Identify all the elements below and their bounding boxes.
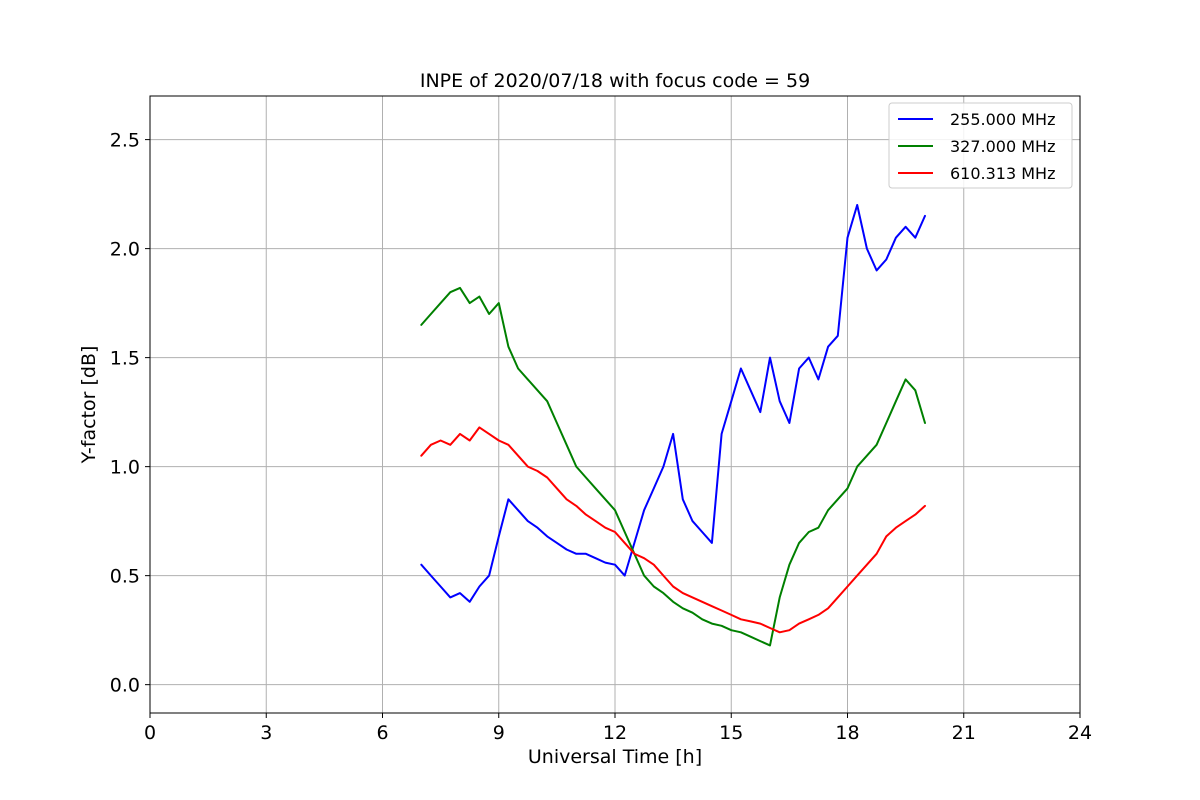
x-tick-label: 18 [835, 722, 859, 744]
x-tick-label: 12 [603, 722, 627, 744]
y-axis-label: Y-factor [dB] [78, 346, 100, 465]
legend-box [888, 102, 1073, 189]
x-tick-label: 6 [376, 722, 388, 744]
x-tick-label: 3 [260, 722, 272, 744]
chart-title: INPE of 2020/07/18 with focus code = 59 [420, 70, 810, 92]
series-line-1 [420, 204, 926, 603]
legend-label-1: 255.000 MHz [950, 110, 1055, 129]
series-line-3 [420, 426, 926, 634]
series-line-2 [420, 286, 926, 647]
legend: 255.000 MHz 327.000 MHz 610.313 MHz [888, 102, 1073, 189]
y-tick-label: 0.0 [110, 675, 140, 697]
grid-lines [149, 96, 1081, 713]
x-tick-label: 24 [1068, 722, 1092, 744]
y-tick-label: 1.0 [110, 457, 140, 479]
y-ticks: 0.0 0.5 1.0 1.5 2.0 2.5 [110, 130, 150, 697]
x-tick-label: 21 [952, 722, 976, 744]
x-ticks: 0 3 6 9 12 15 18 21 24 [144, 713, 1092, 744]
x-tick-label: 9 [493, 722, 505, 744]
legend-label-2: 327.000 MHz [950, 137, 1055, 156]
y-tick-label: 0.5 [110, 566, 140, 588]
y-tick-label: 2.0 [110, 239, 140, 261]
series-lines [420, 204, 926, 647]
x-axis-label: Universal Time [h] [528, 746, 702, 768]
x-tick-label: 15 [719, 722, 743, 744]
legend-label-3: 610.313 MHz [950, 164, 1055, 183]
y-tick-label: 1.5 [110, 348, 140, 370]
y-tick-label: 2.5 [110, 130, 140, 152]
x-tick-label: 0 [144, 722, 156, 744]
